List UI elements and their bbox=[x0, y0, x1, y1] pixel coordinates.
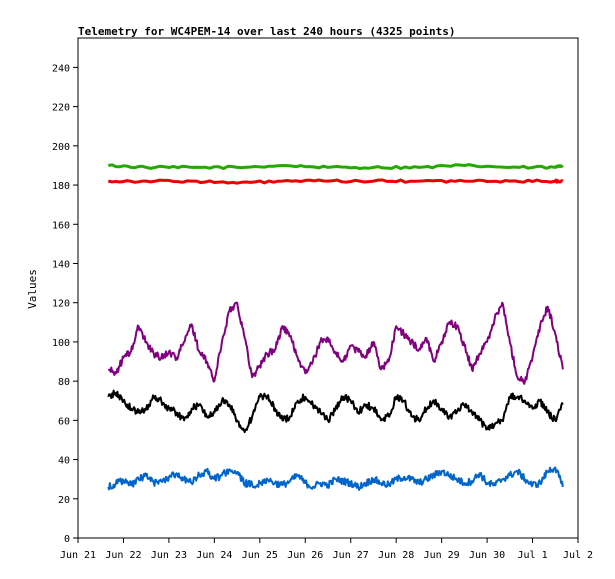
y-tick-label-10: 200 bbox=[52, 142, 70, 153]
x-axis-ticks: Jun 21 Jun 22 Jun 23 Jun 24 Jun 25 Jun 26 Jun … bbox=[60, 538, 593, 561]
series-line-3 bbox=[107, 389, 564, 434]
y-tick-label-0: 0 bbox=[64, 534, 70, 545]
x-tick-label-9: Jun 30 bbox=[469, 550, 505, 561]
y-tick-label-3: 60 bbox=[58, 416, 70, 427]
series-line-4 bbox=[107, 466, 564, 491]
x-tick-label-10: Jul 1 bbox=[517, 550, 547, 561]
y-tick-label-1: 20 bbox=[58, 495, 70, 506]
x-tick-label-0: Jun 21 bbox=[60, 550, 96, 561]
y-tick-label-5: 100 bbox=[52, 338, 70, 349]
y-tick-label-8: 160 bbox=[52, 220, 70, 231]
series-line-1 bbox=[107, 178, 564, 185]
plot-frame bbox=[77, 37, 579, 539]
series-layer bbox=[107, 163, 564, 491]
y-tick-label-9: 180 bbox=[52, 181, 70, 192]
series-line-0 bbox=[108, 163, 564, 171]
y-tick-label-12: 240 bbox=[52, 63, 70, 74]
x-tick-label-8: Jun 29 bbox=[424, 550, 460, 561]
x-tick-label-4: Jun 25 bbox=[242, 550, 278, 561]
x-tick-label-6: Jun 27 bbox=[333, 550, 369, 561]
y-tick-label-2: 40 bbox=[58, 456, 70, 467]
series-line-2 bbox=[107, 301, 564, 385]
y-tick-label-6: 120 bbox=[52, 299, 70, 310]
x-tick-label-7: Jun 28 bbox=[378, 550, 414, 561]
y-tick-label-4: 80 bbox=[58, 377, 70, 388]
y-axis-label: Values bbox=[26, 269, 39, 309]
x-tick-label-2: Jun 23 bbox=[151, 550, 187, 561]
x-tick-label-11: Jul 2 bbox=[563, 550, 593, 561]
y-tick-label-11: 220 bbox=[52, 103, 70, 114]
y-axis-ticks: 0 20 40 60 80 100 120 140 160 180 200 220 240 bbox=[52, 63, 78, 545]
x-tick-label-3: Jun 24 bbox=[196, 550, 232, 561]
chart-title: Telemetry for WC4PEM-14 over last 240 ho… bbox=[78, 25, 456, 38]
x-tick-label-5: Jun 26 bbox=[287, 550, 323, 561]
x-tick-label-1: Jun 22 bbox=[105, 550, 141, 561]
y-tick-label-7: 140 bbox=[52, 259, 70, 270]
